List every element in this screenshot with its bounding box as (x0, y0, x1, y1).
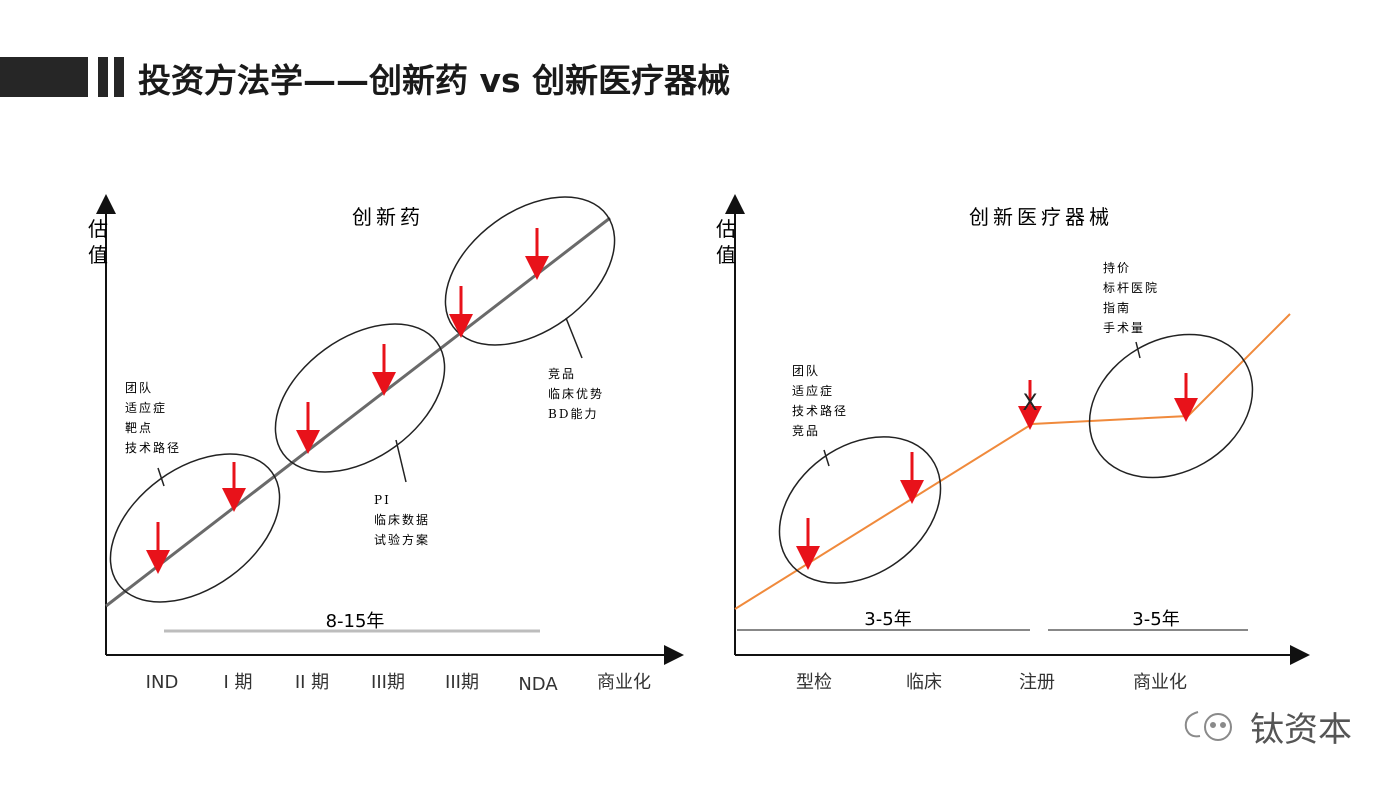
left-chart: 估 值 创新药 团队 适应症 靶点 技术路径 PI 临床数据 试验方 (88, 194, 684, 695)
right-note-late-2: 标杆医院 (1103, 281, 1159, 295)
left-notes-early: 团队 适应症 靶点 技术路径 (125, 380, 181, 455)
right-duration-label-2: 3-5年 (1132, 609, 1179, 630)
right-notes-early: 团队 适应症 技术路径 竞品 (792, 363, 848, 438)
right-duration-label-1: 3-5年 (864, 609, 911, 630)
left-x-label-phase3b: III期 (445, 672, 479, 693)
right-note-early-4: 竞品 (792, 424, 820, 438)
left-ellipse-mid (274, 323, 446, 473)
right-ellipse-early (778, 436, 942, 584)
header-stripe-1 (98, 57, 108, 97)
right-callout-early (823, 449, 830, 467)
left-callout-mid (395, 439, 407, 483)
left-x-label-nda: NDA (518, 674, 558, 695)
right-note-late-3: 指南 (1103, 300, 1131, 315)
left-note-early-3: 靶点 (125, 421, 153, 435)
header-stripe-2 (114, 57, 124, 97)
left-x-label-phase1: I 期 (223, 672, 252, 693)
right-note-early-2: 适应症 (792, 383, 834, 398)
left-note-late-1: 竞品 (548, 367, 576, 381)
left-note-late-3: BD能力 (548, 407, 598, 421)
left-x-labels: IND I 期 II 期 III期 III期 NDA 商业化 (146, 672, 651, 695)
right-x-labels: 型检 临床 注册 商业化 (796, 672, 1187, 693)
right-note-late-4: 手术量 (1103, 321, 1145, 335)
left-callout-late (565, 317, 583, 359)
left-notes-mid: PI 临床数据 试验方案 (374, 493, 430, 547)
right-note-late-1: 持价 (1103, 260, 1131, 275)
left-notes-late: 竞品 临床优势 BD能力 (548, 367, 604, 421)
left-ellipse-early (109, 453, 281, 603)
left-duration-label: 8-15年 (326, 611, 385, 632)
page-title: 投资方法学——创新药 vs 创新医疗器械 (138, 61, 731, 100)
right-cross-mark: X (1022, 391, 1037, 416)
right-ellipse-late (1088, 333, 1254, 479)
right-x-label-type-test: 型检 (796, 672, 832, 693)
right-chart-title: 创新医疗器械 (969, 205, 1113, 229)
right-value-line (734, 313, 1291, 610)
left-note-mid-1: PI (374, 493, 391, 507)
left-y-label-top: 估 (88, 217, 108, 241)
left-note-early-4: 技术路径 (125, 440, 181, 455)
right-chart: 估 值 创新医疗器械 X 团队 适应症 技术路径 竞品 持价 标杆医院 指南 (716, 194, 1310, 693)
right-x-label-registration: 注册 (1019, 672, 1055, 693)
header-bar (0, 57, 88, 97)
left-x-label-ind: IND (146, 672, 179, 693)
left-note-mid-2: 临床数据 (374, 512, 430, 527)
left-callout-early (157, 467, 165, 487)
left-value-line (105, 216, 611, 608)
left-ellipse-late (444, 196, 616, 346)
left-note-early-2: 适应症 (125, 400, 167, 415)
left-chart-title: 创新药 (352, 205, 424, 229)
left-note-early-1: 团队 (125, 380, 153, 395)
right-callout-late (1135, 341, 1141, 359)
right-note-early-1: 团队 (792, 363, 820, 378)
watermark-text: 钛资本 (1250, 710, 1352, 750)
watermark-logo-icon (1184, 711, 1232, 741)
left-x-label-commercial: 商业化 (597, 672, 651, 693)
right-y-label-top: 估 (716, 217, 736, 241)
left-note-mid-3: 试验方案 (374, 532, 430, 547)
left-y-label-bottom: 值 (88, 243, 108, 267)
left-x-label-phase2: II 期 (295, 672, 329, 693)
right-x-label-commercial: 商业化 (1133, 672, 1187, 693)
left-note-late-2: 临床优势 (548, 387, 604, 401)
left-x-label-phase3a: III期 (371, 672, 405, 693)
right-notes-late: 持价 标杆医院 指南 手术量 (1103, 260, 1159, 335)
right-x-label-clinical: 临床 (906, 672, 942, 693)
right-note-early-3: 技术路径 (792, 403, 848, 418)
right-y-label-bottom: 值 (716, 243, 736, 267)
